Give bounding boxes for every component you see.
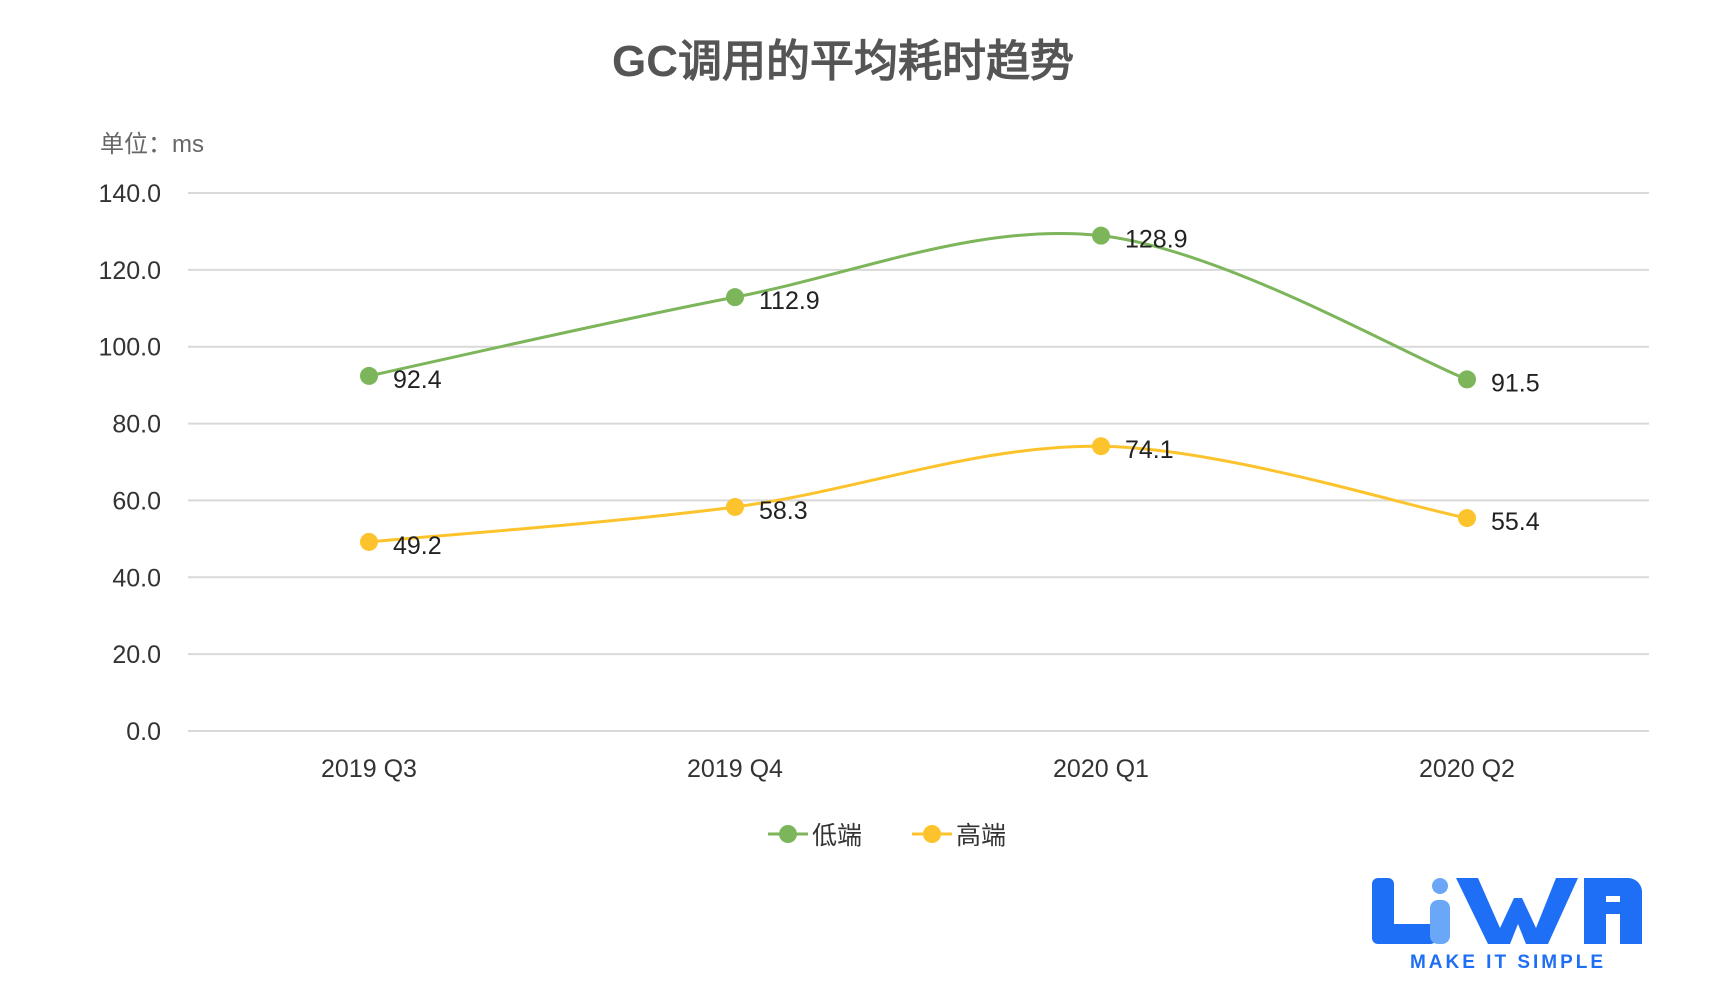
data-point — [360, 532, 378, 551]
y-tick-label: 120.0 — [98, 257, 161, 285]
data-point — [1458, 370, 1476, 389]
data-point — [726, 288, 744, 307]
y-tick-label: 60.0 — [112, 487, 161, 515]
y-tick-label: 100.0 — [98, 334, 161, 362]
data-label: 58.3 — [759, 497, 808, 525]
data-point — [360, 366, 378, 385]
legend-marker — [779, 825, 797, 843]
data-label: 55.4 — [1491, 508, 1540, 536]
x-tick-label: 2020 Q1 — [1053, 755, 1149, 783]
series-line-0 — [368, 231, 1468, 381]
y-tick-label: 80.0 — [112, 411, 161, 439]
legend-marker — [923, 825, 941, 843]
data-point — [726, 497, 744, 516]
legend-label: 低端 — [812, 822, 862, 850]
liwa-logo: MAKE IT SIMPLE — [1372, 878, 1642, 973]
data-label: 91.5 — [1491, 369, 1540, 397]
y-tick-label: 0.0 — [126, 718, 161, 746]
series-line-1 — [368, 444, 1468, 544]
chart-title: GC调用的平均耗时趋势 — [612, 37, 1074, 86]
data-label: 92.4 — [393, 366, 442, 394]
logo-tagline: MAKE IT SIMPLE — [1410, 952, 1606, 973]
x-tick-label: 2020 Q2 — [1419, 755, 1515, 783]
data-label: 74.1 — [1125, 436, 1174, 464]
x-tick-label: 2019 Q3 — [321, 755, 417, 783]
y-tick-label: 20.0 — [112, 641, 161, 669]
data-label: 112.9 — [759, 287, 820, 315]
data-point — [1458, 509, 1476, 528]
unit-label: 单位：ms — [100, 131, 204, 158]
y-tick-label: 40.0 — [112, 564, 161, 592]
data-label: 128.9 — [1125, 226, 1188, 254]
data-point — [1092, 226, 1110, 245]
data-point — [1092, 437, 1110, 456]
x-tick-label: 2019 Q4 — [687, 755, 783, 783]
legend-label: 高端 — [956, 822, 1006, 850]
y-tick-label: 140.0 — [98, 180, 161, 208]
data-label: 49.2 — [393, 532, 442, 560]
